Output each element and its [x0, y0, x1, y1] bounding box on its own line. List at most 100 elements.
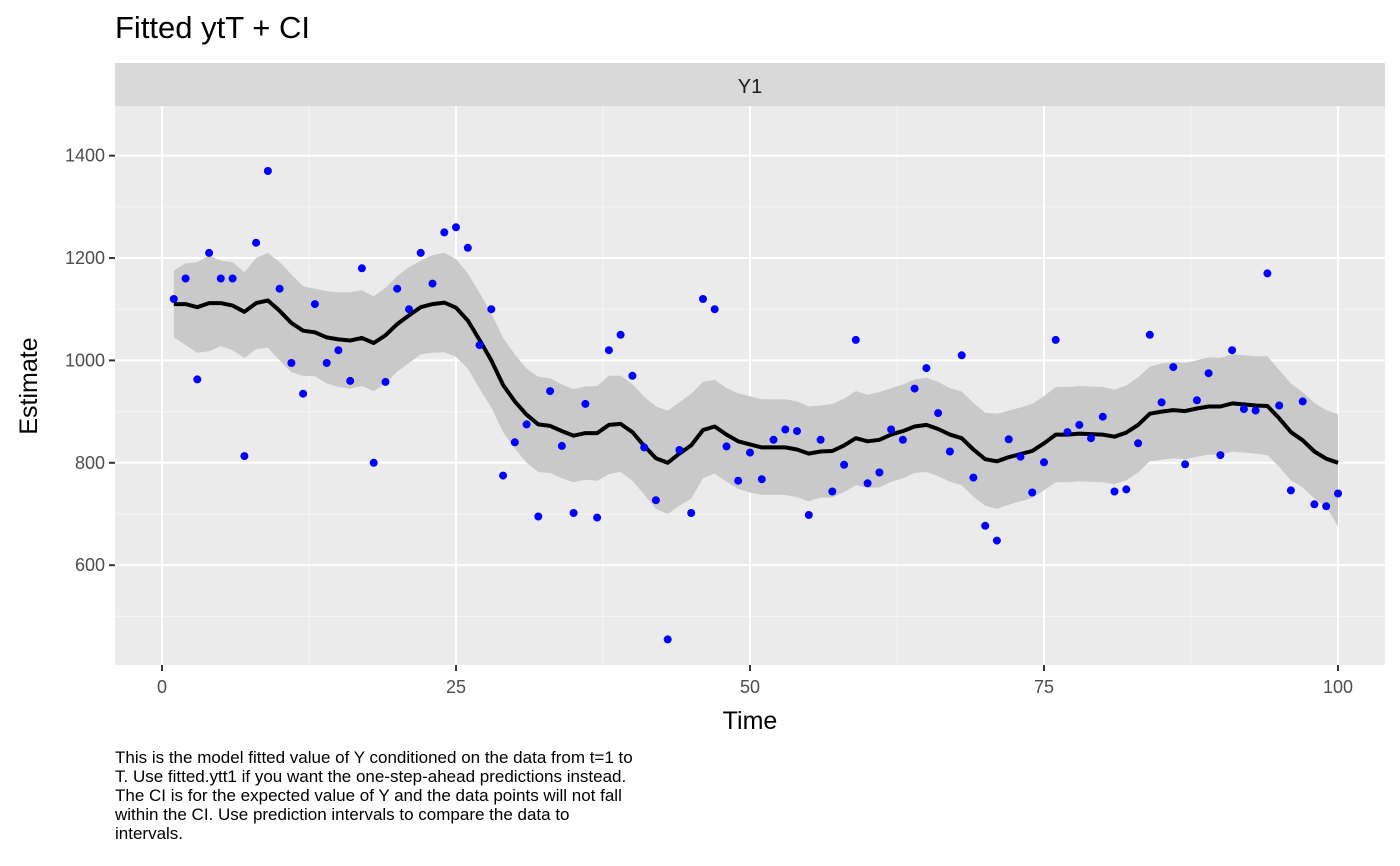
data-point [1251, 406, 1260, 415]
x-axis-label: Time [723, 707, 778, 735]
y-tick-label: 1200 [65, 248, 105, 268]
data-point [1216, 451, 1225, 460]
y-tick-label: 800 [75, 453, 105, 473]
data-point [710, 305, 719, 314]
data-point [287, 359, 296, 367]
caption: This is the model fitted value of Y cond… [115, 748, 755, 843]
data-point [1004, 435, 1013, 444]
caption-line: This is the model fitted value of Y cond… [115, 748, 633, 767]
data-point [687, 509, 696, 517]
data-point [945, 447, 954, 456]
y-tick-label: 1400 [65, 146, 105, 166]
data-point [428, 279, 437, 288]
data-point [546, 387, 555, 396]
data-point [628, 371, 637, 380]
data-point [393, 284, 402, 293]
data-point [216, 274, 225, 283]
data-point [1204, 369, 1213, 378]
data-point [734, 476, 743, 485]
x-tick-label: 0 [157, 677, 167, 697]
data-point [522, 420, 531, 429]
x-tick-label: 75 [1034, 677, 1054, 697]
y-axis: 600 800 1000 1200 1400 [65, 146, 115, 575]
data-point [499, 471, 508, 480]
data-point [193, 375, 202, 384]
data-point [875, 468, 884, 477]
data-point [663, 635, 672, 644]
data-point [616, 330, 625, 339]
caption-line: intervals. [115, 824, 184, 843]
data-point [416, 248, 425, 257]
data-point [1322, 502, 1331, 511]
data-point [569, 509, 578, 517]
data-point [887, 425, 896, 434]
data-point [934, 409, 943, 418]
data-point [781, 425, 790, 434]
data-point [299, 389, 308, 398]
data-point [1192, 396, 1201, 405]
data-point [346, 376, 355, 385]
data-point [1051, 335, 1060, 344]
x-axis: 0 25 50 75 100 [157, 665, 1353, 697]
data-point [640, 443, 649, 452]
data-point [169, 295, 178, 303]
data-point [1063, 428, 1072, 437]
data-point [863, 479, 872, 488]
data-point [1263, 269, 1272, 278]
data-point [452, 223, 460, 232]
data-point [322, 359, 331, 367]
fitted-line [173, 298, 1339, 465]
data-point [1181, 460, 1190, 469]
data-point [675, 446, 684, 454]
data-point [910, 384, 919, 393]
data-point [1334, 489, 1342, 498]
data-point [1298, 397, 1307, 406]
data-point [275, 284, 284, 293]
data-point [334, 346, 343, 355]
data-point [1016, 452, 1025, 461]
data-point [228, 274, 237, 283]
data-point [722, 442, 731, 451]
data-point [1157, 398, 1166, 407]
x-tick-label: 100 [1323, 677, 1353, 697]
caption-line: within the CI. Use prediction intervals … [115, 805, 570, 824]
data-point [1310, 500, 1319, 509]
data-point [1239, 405, 1248, 413]
data-point [957, 351, 966, 360]
facet-strip-label: Y1 [738, 76, 762, 98]
y-axis-label: Estimate [15, 337, 43, 434]
data-point [487, 305, 496, 314]
data-points [169, 167, 1342, 644]
y-tick-label: 1000 [65, 350, 105, 370]
y-tick-label: 600 [75, 555, 105, 575]
data-point [581, 399, 590, 408]
data-point [604, 346, 613, 355]
data-point [699, 295, 707, 303]
data-point [263, 167, 272, 175]
x-tick-label: 50 [740, 677, 760, 697]
data-point [357, 264, 366, 273]
x-tick-label: 25 [446, 677, 466, 697]
data-point [969, 473, 978, 482]
data-point [828, 487, 837, 496]
caption-line: The CI is for the expected value of Y an… [115, 786, 622, 805]
caption-line: T. Use fitted.ytt1 if you want the one-s… [115, 767, 627, 786]
data-point [898, 435, 907, 444]
data-point [851, 335, 860, 344]
data-point [369, 458, 378, 467]
data-point [463, 243, 472, 252]
data-point [1087, 434, 1095, 443]
data-point [181, 274, 190, 283]
data-point [757, 475, 766, 484]
data-point [1275, 401, 1284, 410]
data-point [1075, 420, 1084, 429]
data-point [557, 441, 566, 450]
data-point [992, 536, 1001, 545]
data-point [310, 300, 319, 309]
data-point [1040, 458, 1048, 467]
data-point [510, 438, 519, 447]
data-point [1169, 363, 1178, 372]
data-point [769, 435, 778, 444]
data-point [1145, 330, 1154, 339]
data-point [981, 521, 990, 530]
